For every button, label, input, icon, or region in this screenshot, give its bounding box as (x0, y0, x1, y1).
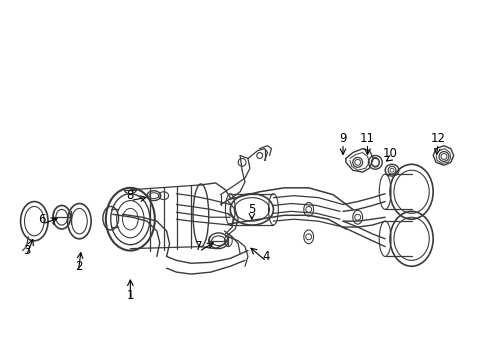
Text: 6: 6 (38, 213, 46, 226)
Text: 3: 3 (23, 244, 30, 257)
Text: 8: 8 (126, 189, 134, 202)
Text: 5: 5 (248, 203, 256, 216)
Text: 11: 11 (360, 132, 375, 145)
Text: 9: 9 (339, 132, 347, 145)
Text: 7: 7 (195, 240, 203, 253)
Text: 2: 2 (74, 260, 82, 273)
Text: 12: 12 (431, 132, 445, 145)
Text: 1: 1 (126, 289, 134, 302)
Text: 10: 10 (383, 147, 397, 160)
Text: 4: 4 (263, 250, 270, 263)
